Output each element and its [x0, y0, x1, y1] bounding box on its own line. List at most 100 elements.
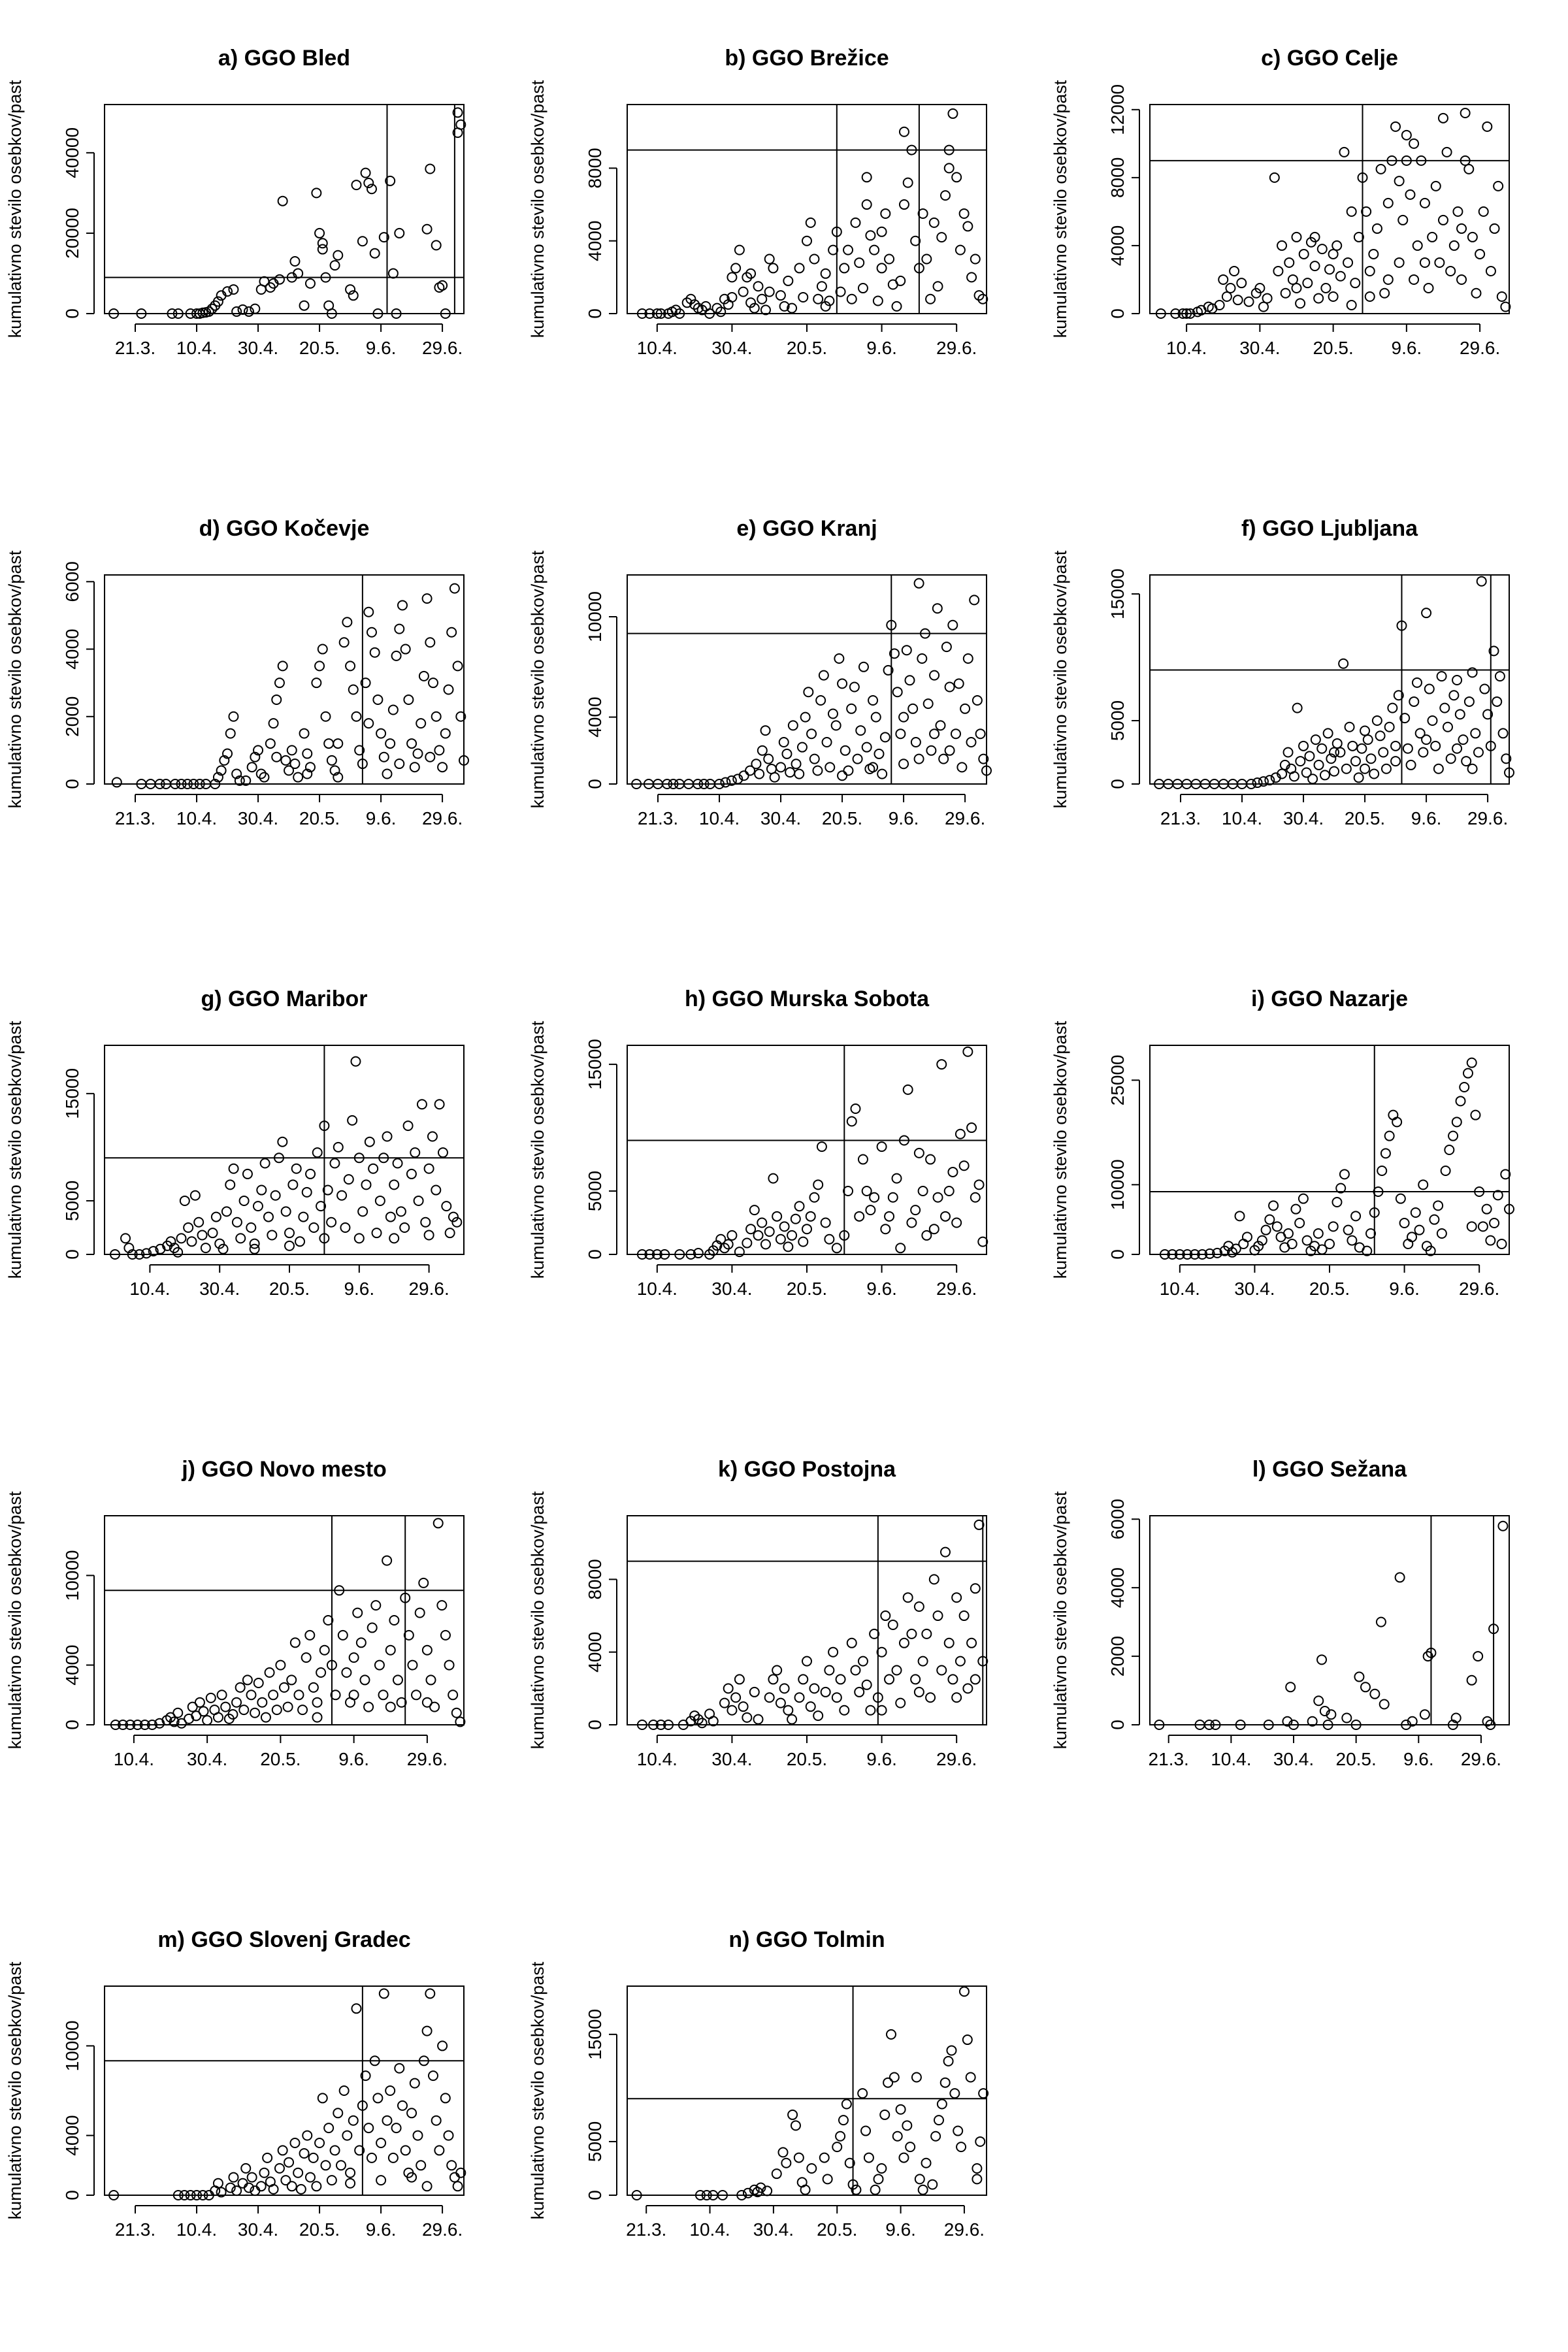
x-tick-label-n: 21.3.: [626, 2219, 666, 2240]
data-point-f: [1442, 721, 1453, 732]
data-point-b: [813, 293, 824, 304]
data-point-k: [772, 1665, 783, 1676]
y-tick-label-j: 0: [62, 1720, 82, 1730]
data-point-e: [926, 745, 937, 756]
data-point-g: [193, 1217, 204, 1228]
data-point-f: [1497, 728, 1509, 739]
data-point-f: [1360, 763, 1371, 774]
data-point-e: [898, 711, 909, 723]
data-point-b: [970, 253, 981, 265]
x-tick-label-e: 9.6.: [889, 808, 919, 828]
data-point-a: [212, 296, 223, 307]
chart-panel-g: g) GGO Maribor kumulativno stevilo osebko…: [5, 987, 465, 1299]
data-point-d: [225, 728, 236, 739]
data-point-n: [902, 2120, 913, 2131]
data-point-d: [311, 678, 322, 689]
data-point-e: [944, 681, 955, 693]
data-point-f: [1292, 702, 1303, 713]
data-point-e: [913, 578, 924, 589]
data-point-j: [421, 1644, 433, 1656]
data-point-g: [273, 1152, 284, 1164]
data-point-k: [749, 1686, 760, 1697]
data-point-e: [815, 695, 826, 706]
data-point-n: [962, 2034, 973, 2046]
x-tick-label-e: 29.6.: [945, 808, 985, 828]
y-tick-label-l: 2000: [1107, 1636, 1128, 1676]
data-point-c: [1394, 257, 1405, 268]
data-point-m: [421, 2025, 433, 2036]
y-tick-label-d: 4000: [62, 629, 82, 669]
data-point-d: [455, 711, 466, 722]
data-point-d: [397, 600, 408, 611]
data-point-j: [400, 1592, 411, 1603]
data-point-f: [1476, 576, 1487, 587]
data-point-m: [191, 2190, 203, 2200]
x-tick-label-m: 30.4.: [238, 2219, 278, 2240]
data-point-m: [304, 2172, 316, 2183]
data-point-m: [320, 2160, 331, 2171]
data-point-j: [286, 1674, 297, 1686]
data-point-k: [876, 1705, 887, 1716]
data-point-g: [371, 1228, 382, 1239]
data-point-b: [636, 308, 647, 319]
data-point-j: [429, 1701, 440, 1712]
data-point-k: [955, 1656, 966, 1667]
data-point-i: [1268, 1200, 1279, 1211]
data-point-e: [892, 687, 903, 698]
chart-title-b: b) GGO Brežice: [725, 46, 889, 71]
y-axis-label-i: kumulativno stevilo osebkov/past: [1051, 1021, 1070, 1279]
data-point-n: [844, 2157, 855, 2168]
data-point-i: [1256, 1235, 1267, 1246]
data-point-k: [708, 1716, 719, 1727]
data-point-f: [1433, 763, 1444, 774]
data-point-g: [392, 1158, 403, 1169]
data-point-c: [1390, 121, 1401, 132]
data-point-m: [391, 2123, 402, 2134]
data-point-f: [1304, 751, 1315, 762]
y-tick-label-c: 0: [1107, 308, 1128, 319]
x-tick-label-h: 20.5.: [787, 1279, 827, 1299]
data-point-j: [238, 1705, 250, 1716]
data-point-g: [322, 1184, 333, 1196]
data-point-b: [843, 244, 854, 255]
data-point-k: [787, 1714, 798, 1725]
data-point-b: [839, 263, 850, 274]
data-point-f: [1335, 747, 1346, 758]
data-point-c: [1485, 265, 1496, 276]
data-point-m: [382, 2115, 393, 2126]
chart-panel-m: m) GGO Slovenj Gradec kumulativno stevilo…: [5, 1927, 466, 2240]
x-tick-label-c: 10.4.: [1166, 338, 1207, 358]
data-point-n: [936, 2099, 947, 2110]
data-point-g: [221, 1206, 232, 1217]
data-point-c: [1170, 308, 1181, 319]
data-point-l: [1379, 1699, 1390, 1710]
data-point-f: [1463, 696, 1475, 707]
data-point-e: [787, 720, 798, 731]
data-point-i: [1477, 1221, 1488, 1232]
data-point-j: [382, 1555, 393, 1566]
data-point-b: [809, 253, 820, 265]
data-point-a: [231, 306, 242, 317]
data-point-d: [111, 777, 122, 788]
data-point-k: [880, 1610, 891, 1622]
y-tick-label-g: 5000: [62, 1181, 82, 1221]
data-point-g: [444, 1228, 455, 1239]
data-point-f: [1344, 721, 1355, 732]
data-point-b: [831, 226, 842, 237]
data-point-m: [394, 2063, 405, 2074]
data-point-c: [1331, 240, 1343, 251]
data-point-j: [279, 1682, 289, 1693]
data-point-n: [777, 2147, 789, 2158]
data-point-d: [394, 759, 405, 770]
data-point-n: [958, 1986, 970, 1997]
data-point-e: [778, 737, 789, 747]
data-point-m: [277, 2145, 288, 2156]
data-point-m: [372, 2093, 384, 2104]
data-point-d: [416, 718, 427, 729]
y-tick-label-i: 0: [1107, 1249, 1128, 1260]
data-point-i: [1313, 1228, 1324, 1239]
data-point-e: [840, 745, 851, 756]
data-point-h: [966, 1122, 977, 1134]
data-point-h: [917, 1186, 928, 1197]
data-point-d: [366, 627, 377, 638]
